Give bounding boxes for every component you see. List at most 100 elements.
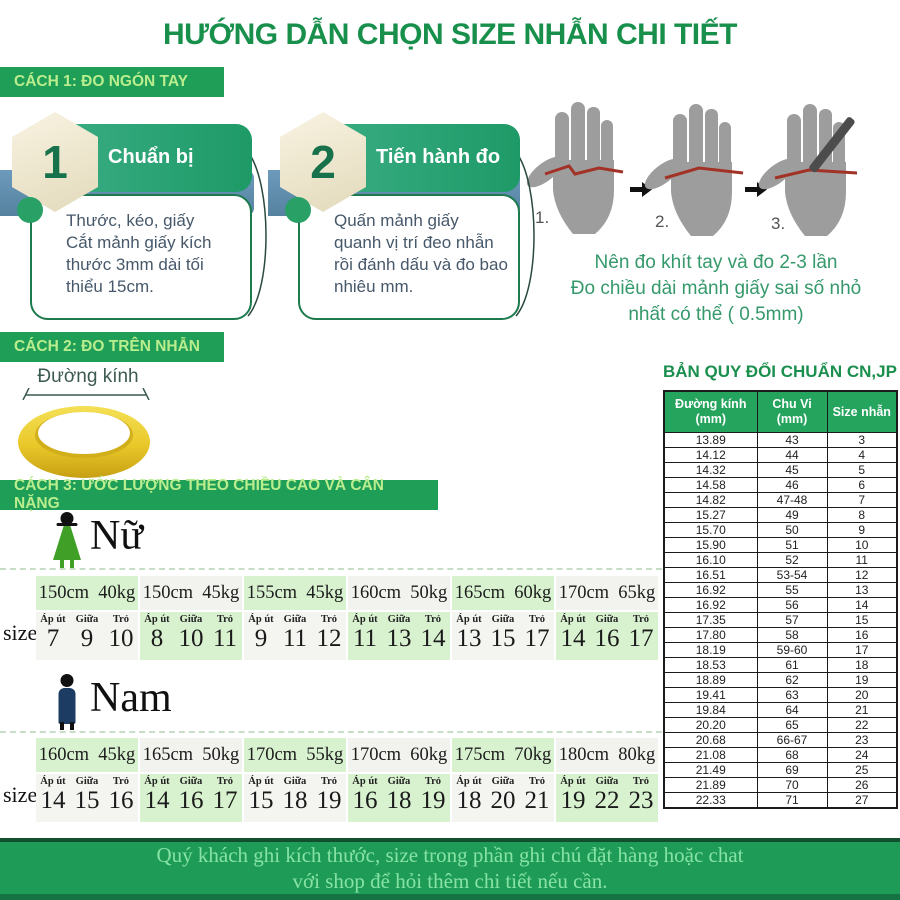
size-value: 10 [178,625,204,652]
step1-connector-line [247,151,267,317]
table-cell: 15.27 [663,507,758,523]
finger-label: Áp út [352,614,378,625]
finger-size-cell: Giữa 18 [278,774,312,822]
finger-size-cell: Trỏ 17 [520,612,554,660]
finger-label: Giữa [491,614,515,625]
table-cell: 17.35 [663,612,758,628]
table-header-row: Đường kính (mm) Chu Vi (mm) Size nhẫn [663,390,898,433]
table-cell: 70 [756,777,828,793]
finger-size-cell: Giữa 10 [174,612,208,660]
fit-column: 180cm 80kg Áp út 19 Giữa 22 Trỏ 23 [556,738,658,822]
table-cell: 21.08 [663,747,758,763]
method2-badge: CÁCH 2: ĐO TRÊN NHẪN [0,332,224,362]
finger-sizes: Áp út 9 Giữa 11 Trỏ 12 [244,612,346,660]
table-cell: 15 [826,612,898,628]
table-cell: 50 [756,522,828,538]
finger-label: Áp út [456,614,482,625]
table-cell: 14.12 [663,447,758,463]
table-row: 14.82 47-48 7 [663,492,898,508]
table-cell: 51 [756,537,828,553]
diameter-measure-line [22,388,150,400]
size-value: 19 [420,787,446,814]
finger-size-cell: Giữa 9 [70,612,104,660]
table-cell: 16.92 [663,597,758,613]
size-value: 14 [144,787,170,814]
table-cell: 68 [756,747,828,763]
size-label: size [3,782,38,807]
table-cell: 16.10 [663,552,758,568]
table-cell: 4 [826,447,898,463]
finger-size-cell: Giữa 13 [382,612,416,660]
finger-size-cell: Trỏ 19 [312,774,346,822]
finger-label: Giữa [595,776,619,787]
conversion-table-body: 13.89 43 3 14.12 44 4 14.32 45 5 14.58 46 6 14.82 47-… [663,432,898,809]
finger-label: Trỏ [528,776,546,787]
table-row: 21.89 70 26 [663,777,898,793]
size-value: 17 [628,625,654,652]
method1-badge: CÁCH 1: ĐO NGÓN TAY [0,67,224,97]
height-weight-header: 165cm 50kg [140,738,242,772]
finger-sizes: Áp út 7 Giữa 9 Trỏ 10 [36,612,138,660]
divider [0,731,662,733]
woman-icon [50,512,84,568]
fit-column: 165cm 50kg Áp út 14 Giữa 16 Trỏ 17 [140,738,242,822]
table-cell: 19 [826,672,898,688]
table-cell: 26 [826,777,898,793]
table-cell: 66-67 [756,732,828,748]
table-cell: 61 [756,657,828,673]
finger-sizes: Áp út 13 Giữa 15 Trỏ 17 [452,612,554,660]
table-cell: 3 [826,432,898,448]
table-cell: 13 [826,582,898,598]
table-row: 14.58 46 6 [663,477,898,493]
conversion-table: Đường kính (mm) Chu Vi (mm) Size nhẫn 13… [663,390,898,809]
table-cell: 53-54 [756,567,828,583]
table-row: 22.33 71 27 [663,792,898,809]
finger-size-cell: Giữa 16 [590,612,624,660]
finger-label: Giữa [387,614,411,625]
table-cell: 17 [826,642,898,658]
fit-column: 150cm 40kg Áp út 7 Giữa 9 Trỏ 10 [36,576,138,660]
finger-size-cell: Áp út 14 [140,774,174,822]
table-row: 16.51 53-54 12 [663,567,898,583]
finger-sizes: Áp út 19 Giữa 22 Trỏ 23 [556,774,658,822]
table-cell: 8 [826,507,898,523]
height-weight-header: 165cm 60kg [452,576,554,610]
table-cell: 27 [826,792,898,809]
footer-line: Quý khách ghi kích thước, size trong phầ… [156,843,744,867]
table-cell: 46 [756,477,828,493]
size-value: 10 [108,625,134,652]
fit-column: 165cm 60kg Áp út 13 Giữa 15 Trỏ 17 [452,576,554,660]
fit-column: 170cm 65kg Áp út 14 Giữa 16 Trỏ 17 [556,576,658,660]
finger-label: Áp út [40,776,66,787]
finger-size-cell: Trỏ 14 [416,612,450,660]
finger-label: Trỏ [528,614,546,625]
hand-step-label: 3. [771,214,786,233]
size-value: 19 [560,787,586,814]
col-header-circumference: Chu Vi (mm) [756,390,828,433]
finger-label: Áp út [40,614,66,625]
height-weight-header: 170cm 65kg [556,576,658,610]
size-value: 16 [594,625,620,652]
finger-size-cell: Áp út 15 [244,774,278,822]
finger-label: Giữa [179,614,203,625]
table-cell: 12 [826,567,898,583]
size-value: 14 [420,625,446,652]
table-cell: 24 [826,747,898,763]
step2-number-hexagon: 2 [280,112,366,212]
table-cell: 11 [826,552,898,568]
table-cell: 10 [826,537,898,553]
finger-size-cell: Trỏ 19 [416,774,450,822]
table-cell: 57 [756,612,828,628]
col-header-size: Size nhẫn [826,390,898,433]
size-value: 9 [254,625,268,652]
finger-label: Trỏ [112,776,130,787]
finger-size-cell: Giữa 11 [278,612,312,660]
finger-size-cell: Trỏ 10 [104,612,138,660]
table-cell: 14.58 [663,477,758,493]
size-value: 23 [628,787,654,814]
table-row: 18.53 61 18 [663,657,898,673]
table-cell: 65 [756,717,828,733]
finger-label: Giữa [283,776,307,787]
hand-with-pen-icon [758,104,858,236]
step1-number-hexagon: 1 [12,112,98,212]
